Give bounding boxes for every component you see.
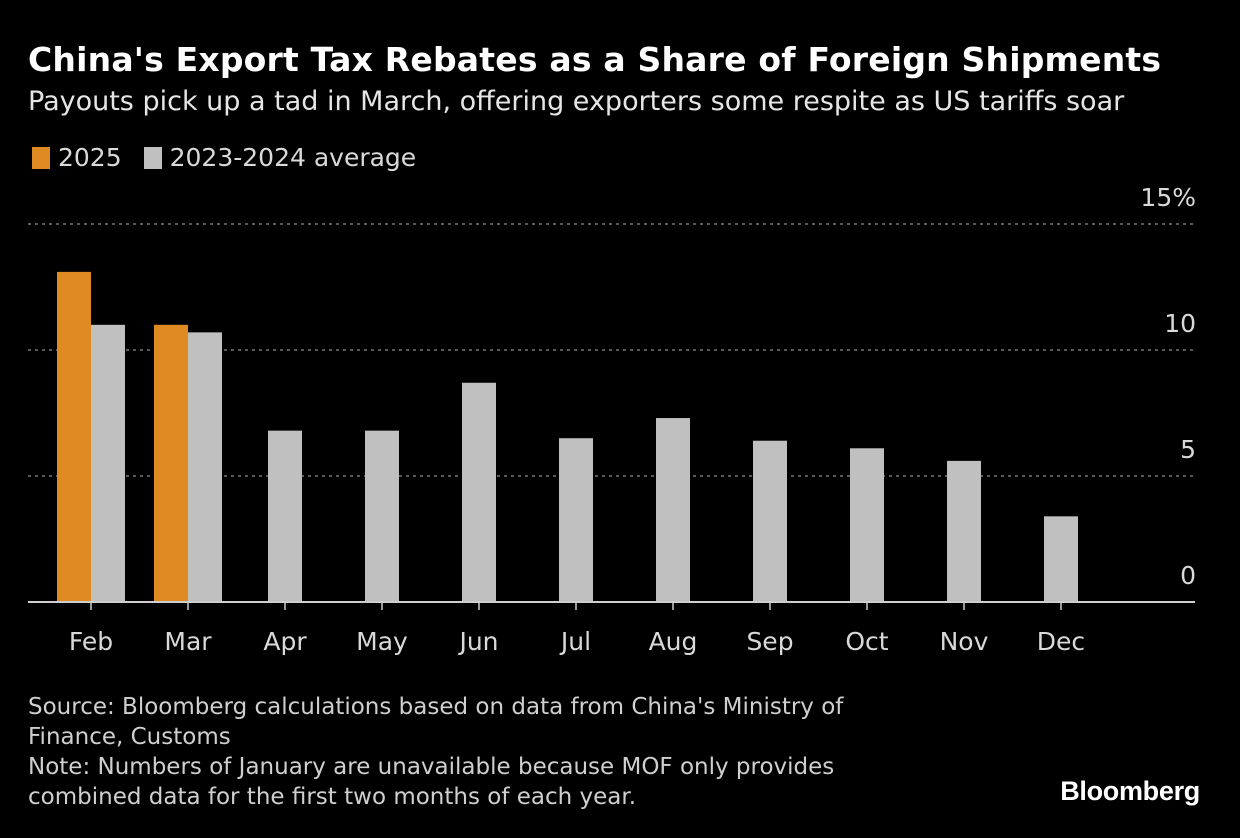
legend: 2025 2023-2024 average — [32, 143, 438, 172]
legend-swatch-average — [143, 146, 162, 169]
x-tick-label-nov: Nov — [940, 627, 989, 656]
x-tick-label-sep: Sep — [746, 627, 793, 656]
bar-average-apr — [268, 430, 302, 602]
bar-average-aug — [656, 418, 690, 602]
bar-average-may — [365, 430, 399, 602]
x-tick-label-oct: Oct — [845, 627, 888, 656]
legend-item-average: 2023-2024 average — [143, 143, 417, 172]
bar-average-jul — [559, 438, 593, 602]
chart-title: China's Export Tax Rebates as a Share of… — [28, 40, 1162, 79]
bloomberg-logo: Bloomberg — [1060, 776, 1200, 806]
legend-label-average: 2023-2024 average — [169, 143, 417, 172]
y-tick-label: 10 — [1164, 309, 1196, 338]
footer-notes: Source: Bloomberg calculations based on … — [28, 692, 928, 812]
x-tick-label-jun: Jun — [457, 627, 498, 656]
bar-average-nov — [947, 460, 981, 602]
data-note: Note: Numbers of January are unavailable… — [28, 754, 835, 810]
bar-average-oct — [850, 448, 884, 602]
x-tick-label-mar: Mar — [164, 627, 212, 656]
x-tick-label-jul: Jul — [559, 627, 591, 656]
legend-swatch-2025 — [32, 146, 50, 169]
bar-average-mar — [188, 332, 222, 602]
bar-chart: 0 5 10 15% Feb Mar Apr May Jun Jul Aug Sep Oct Nov Dec — [28, 183, 1196, 656]
x-tick-label-aug: Aug — [649, 627, 698, 656]
x-tick-label-apr: Apr — [263, 627, 307, 656]
x-tick-label-may: May — [356, 627, 408, 656]
bar-2025-feb — [57, 271, 91, 602]
y-tick-label: 15% — [1140, 183, 1196, 212]
legend-item-2025: 2025 — [32, 143, 122, 172]
y-tick-label: 5 — [1180, 435, 1196, 464]
y-tick-label: 0 — [1180, 561, 1196, 590]
source-note: Source: Bloomberg calculations based on … — [28, 694, 844, 750]
x-tick-label-feb: Feb — [69, 627, 113, 656]
x-tick-label-dec: Dec — [1037, 627, 1085, 656]
bar-average-sep — [753, 440, 787, 602]
bar-average-feb — [91, 324, 125, 602]
legend-label-2025: 2025 — [58, 143, 122, 172]
bar-2025-mar — [154, 324, 188, 602]
bar-average-dec — [1044, 516, 1078, 602]
chart-subtitle: Payouts pick up a tad in March, offering… — [28, 86, 1125, 117]
bar-average-jun — [462, 382, 496, 602]
